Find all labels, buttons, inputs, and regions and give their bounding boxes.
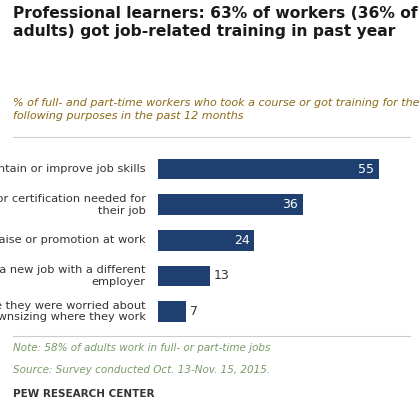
Text: Note: 58% of adults work in full- or part-time jobs: Note: 58% of adults work in full- or par…: [13, 343, 270, 353]
Text: Source: Survey conducted Oct. 13-Nov. 15, 2015.: Source: Survey conducted Oct. 13-Nov. 15…: [13, 365, 270, 375]
Bar: [158, 230, 254, 251]
Bar: [158, 265, 210, 286]
Text: PEW RESEARCH CENTER: PEW RESEARCH CENTER: [13, 389, 154, 399]
Text: Professional learners: 63% of workers (36% of all
adults) got job-related traini: Professional learners: 63% of workers (3…: [13, 6, 420, 39]
Text: % of full- and part-time workers who took a course or got training for the
follo: % of full- and part-time workers who too…: [13, 98, 419, 121]
Text: 24: 24: [234, 234, 249, 247]
Bar: [158, 301, 186, 322]
Text: 13: 13: [214, 270, 230, 282]
Bar: [158, 194, 302, 215]
Text: 36: 36: [282, 198, 298, 211]
Text: 7: 7: [190, 305, 198, 318]
Bar: [158, 159, 379, 180]
Text: 55: 55: [358, 163, 374, 175]
